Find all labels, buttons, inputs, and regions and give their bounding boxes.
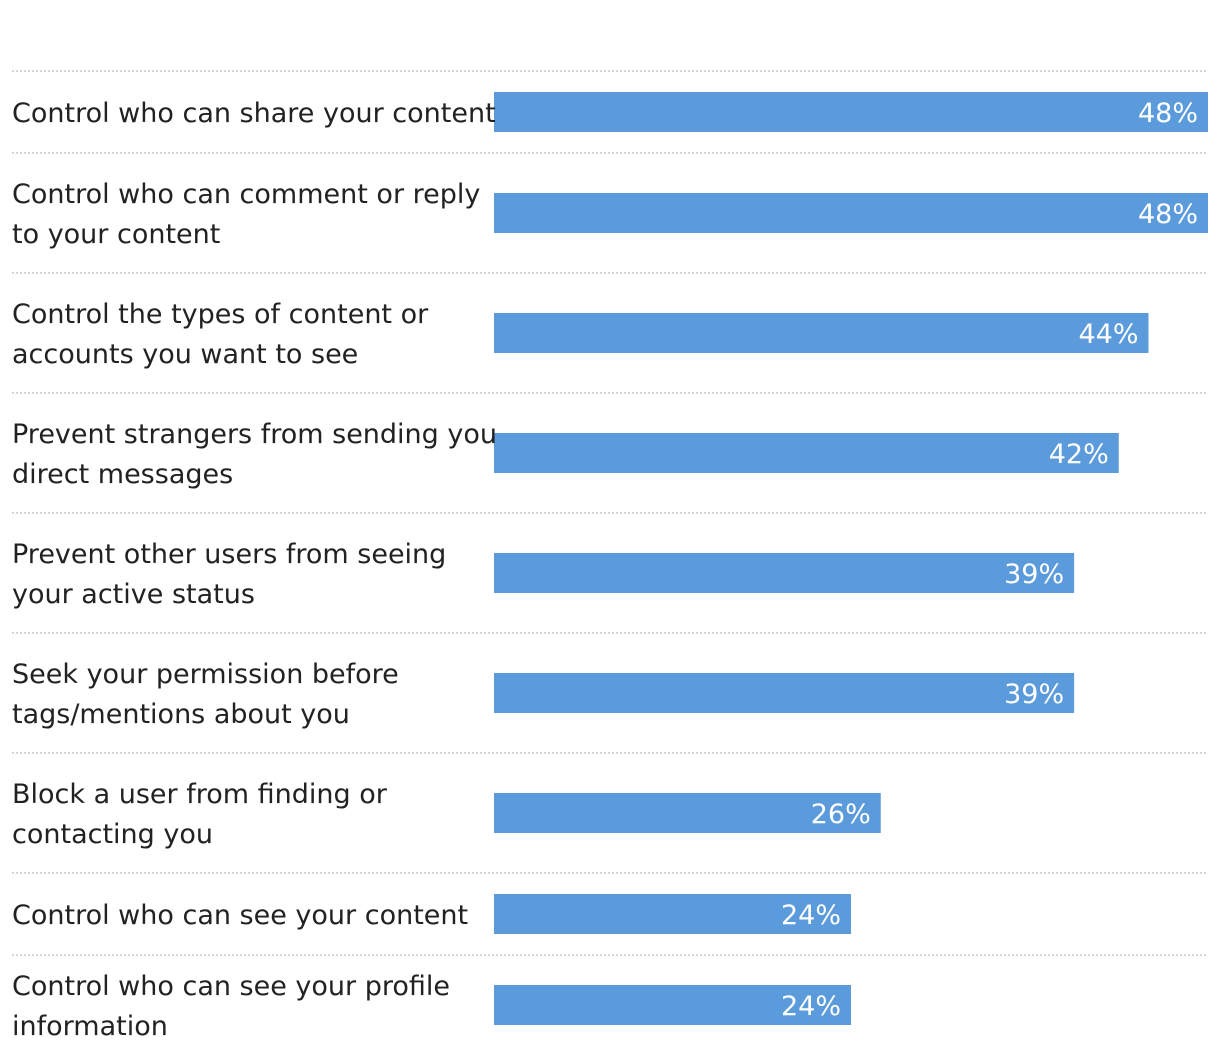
bar <box>494 553 1075 593</box>
category-label-line: accounts you want to see <box>12 339 358 370</box>
category-label-line: your active status <box>12 579 255 610</box>
category-label: Control who can see your profile informat… <box>12 971 450 1042</box>
bar-value-label: 48% <box>1138 98 1198 129</box>
category-label-line: Prevent other users from seeing <box>12 539 446 570</box>
category-label-line: Seek your permission before <box>12 659 399 690</box>
bar <box>494 433 1119 473</box>
bar-value-label: 48% <box>1138 199 1198 230</box>
category-label: Block a user from finding or contacting y… <box>12 779 388 850</box>
category-label-line: Control the types of content or <box>12 299 429 330</box>
bar <box>494 793 881 833</box>
category-label: Control who can comment or reply to your … <box>12 179 480 250</box>
bar-value-label: 24% <box>781 991 841 1022</box>
category-label: Control who can share your content <box>12 98 496 129</box>
bar-value-label: 42% <box>1049 439 1109 470</box>
bar <box>494 92 1208 132</box>
category-label: Seek your permission before tags/mentions… <box>12 659 399 730</box>
category-label-line: Control who can see your content <box>12 900 468 931</box>
category-label-line: contacting you <box>12 819 213 850</box>
category-label: Control the types of content or accounts … <box>12 299 429 370</box>
category-label-line: tags/mentions about you <box>12 699 350 730</box>
category-label-line: Block a user from finding or <box>12 779 388 810</box>
category-label-line: information <box>12 1011 168 1042</box>
category-label-line: to your content <box>12 219 220 250</box>
category-label-line: Control who can comment or reply <box>12 179 480 210</box>
bar <box>494 193 1208 233</box>
bar-value-label: 39% <box>1004 679 1064 710</box>
category-label: Control who can see your content <box>12 900 468 931</box>
bar-value-label: 44% <box>1078 319 1138 350</box>
bar <box>494 894 851 934</box>
category-label-line: Control who can share your content <box>12 98 496 129</box>
category-label-line: direct messages <box>12 459 233 490</box>
category-label: Prevent strangers from sending you direct… <box>12 419 497 490</box>
bar-value-label: 39% <box>1004 559 1064 590</box>
bar <box>494 673 1075 713</box>
category-label: Prevent other users from seeing your acti… <box>12 539 446 610</box>
category-label-line: Prevent strangers from sending you <box>12 419 497 450</box>
bar-value-label: 24% <box>781 900 841 931</box>
bar <box>494 313 1149 353</box>
bar <box>494 985 851 1025</box>
bar-value-label: 26% <box>811 799 871 830</box>
category-label-line: Control who can see your profile <box>12 971 450 1002</box>
